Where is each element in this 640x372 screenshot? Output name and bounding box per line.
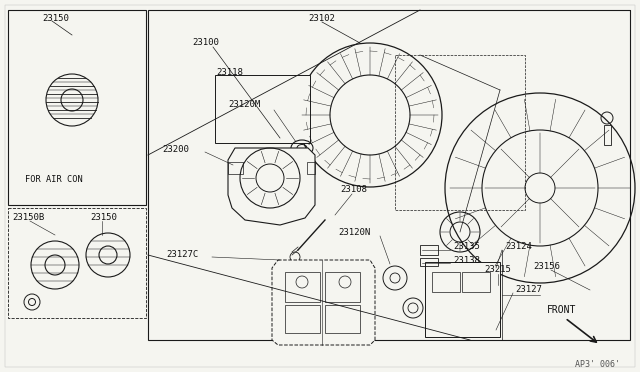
Text: 23150: 23150: [90, 213, 117, 222]
Polygon shape: [272, 260, 375, 345]
Text: 23127C: 23127C: [166, 250, 198, 259]
Bar: [462, 272, 490, 292]
Bar: [307, 162, 315, 174]
Bar: [604, 125, 611, 145]
Bar: [8, 208, 146, 318]
Bar: [425, 262, 500, 337]
Text: 23100: 23100: [192, 38, 219, 47]
Bar: [8, 10, 146, 205]
Bar: [325, 272, 360, 302]
Text: 23150: 23150: [42, 14, 69, 23]
Text: 23102: 23102: [308, 14, 335, 23]
Text: 23124: 23124: [505, 242, 532, 251]
Bar: [148, 10, 630, 340]
Bar: [215, 75, 310, 143]
Bar: [420, 258, 438, 266]
Text: 23135: 23135: [453, 242, 480, 251]
Text: AP3' 006': AP3' 006': [575, 360, 620, 369]
Text: 23127: 23127: [515, 285, 542, 294]
Text: 23215: 23215: [484, 265, 511, 274]
Bar: [228, 162, 243, 174]
Text: 23138: 23138: [453, 256, 480, 265]
Bar: [432, 272, 460, 292]
Bar: [285, 272, 320, 302]
Text: 23150B: 23150B: [12, 213, 44, 222]
Text: 23118: 23118: [216, 68, 243, 77]
Text: 23156: 23156: [533, 262, 560, 271]
Bar: [325, 305, 360, 333]
Text: 23120M: 23120M: [228, 100, 260, 109]
Text: 23200: 23200: [162, 145, 189, 154]
Text: FRONT: FRONT: [547, 305, 577, 315]
Text: 23108: 23108: [340, 185, 367, 194]
Polygon shape: [228, 148, 315, 225]
Bar: [285, 305, 320, 333]
Text: FOR AIR CON: FOR AIR CON: [25, 175, 83, 184]
Bar: [395, 55, 525, 210]
Bar: [420, 245, 438, 255]
Text: 23120N: 23120N: [338, 228, 371, 237]
